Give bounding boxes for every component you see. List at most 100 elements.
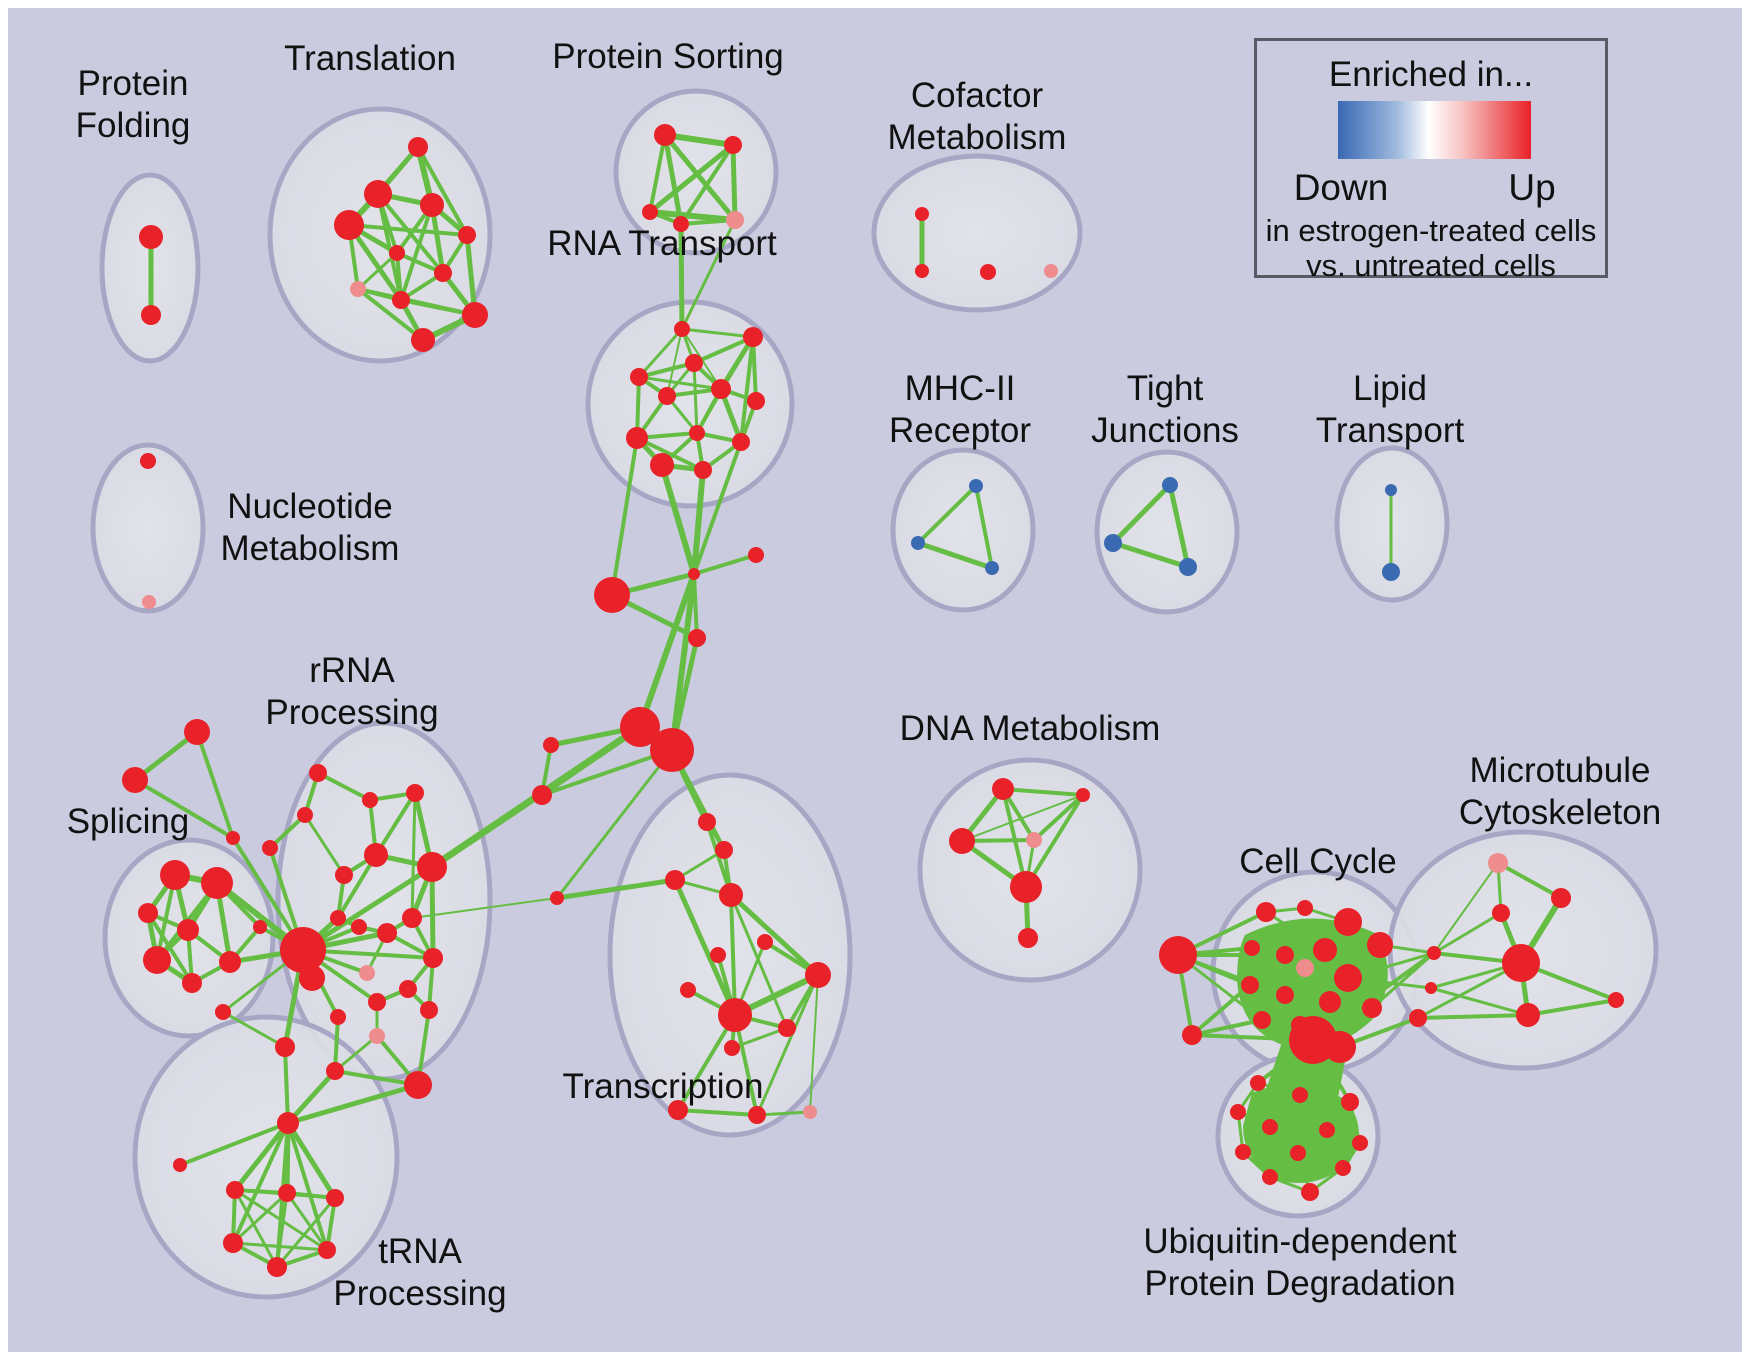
edge-x4-x9[interactable] [729,893,737,1017]
edge-th-tn3[interactable] [285,1120,338,1201]
edge-k3-m4[interactable] [1416,961,1523,1020]
edge-r4-rh[interactable] [300,864,435,953]
node-mh1[interactable] [969,479,983,493]
edge-t4-t9[interactable] [399,203,434,302]
edge-x4-x8[interactable] [728,892,821,978]
node-r18[interactable] [330,1009,346,1025]
edge-ps1-ps2[interactable] [662,132,736,148]
edge-r1-r2[interactable] [316,771,372,802]
edge-ps3-ps5[interactable] [647,209,738,223]
node-cn3[interactable] [594,577,630,613]
edge-th-tn4[interactable] [231,1121,290,1245]
node-cm2[interactable] [915,264,929,278]
node-s1[interactable] [160,860,190,890]
node-s7[interactable] [182,973,202,993]
edge-rt1-rt2[interactable] [680,327,755,339]
edge-ps2-ps5[interactable] [730,142,738,223]
node-k1[interactable] [1427,946,1441,960]
edge-x1-x4[interactable] [705,820,733,897]
edge-tn2-tn6[interactable] [275,1191,289,1269]
edge-th-r21[interactable] [285,1068,338,1126]
edge-k1-m1[interactable] [1433,862,1499,954]
node-c2[interactable] [1297,900,1313,916]
node-l1[interactable] [543,737,559,753]
edge-rt1-rt5[interactable] [666,328,683,397]
edge-tn3-tn6[interactable] [275,1196,337,1269]
edge-x9-x13[interactable] [733,1013,759,1117]
node-x8[interactable] [805,962,831,988]
node-m4[interactable] [1502,944,1540,982]
edge-ps4-ps5[interactable] [679,218,737,226]
node-x7[interactable] [680,982,696,998]
node-r17[interactable] [423,948,443,968]
node-rt2[interactable] [743,327,763,347]
node-cm3[interactable] [980,264,996,280]
edge-r3-r5[interactable] [374,791,417,857]
edge-x8-x14[interactable] [809,974,819,1113]
edge-x12-x13[interactable] [676,1108,759,1117]
edge-tn1-tn6[interactable] [233,1188,279,1269]
node-x4[interactable] [719,883,743,907]
node-nm1[interactable] [140,453,156,469]
edge-rt11-cn1[interactable] [659,462,697,577]
node-t6[interactable] [389,245,405,261]
edge-ps4-rt1[interactable] [678,221,685,332]
node-s3[interactable] [138,903,158,923]
edge-rt8-rt12[interactable] [635,436,705,472]
node-c4[interactable] [1367,932,1393,958]
edge-rt2-rt10[interactable] [739,335,755,444]
edge-tr1-tr2[interactable] [132,729,200,783]
node-pf1[interactable] [139,225,163,249]
node-k2[interactable] [1425,982,1437,994]
node-r19[interactable] [369,1028,385,1044]
node-tr3[interactable] [226,831,240,845]
node-c3[interactable] [1334,908,1362,936]
node-rt6[interactable] [711,379,731,399]
node-r6[interactable] [335,866,353,884]
node-u11[interactable] [1335,1160,1351,1176]
edge-ps5-rt1[interactable] [680,218,737,331]
edge-x9-x12[interactable] [676,1013,737,1112]
node-t8[interactable] [350,281,366,297]
node-t5[interactable] [458,226,476,244]
node-c5[interactable] [1313,938,1337,962]
node-x1[interactable] [698,813,716,831]
node-u7[interactable] [1235,1144,1251,1160]
node-u5[interactable] [1262,1119,1278,1135]
node-lt1[interactable] [1385,484,1397,496]
node-t2[interactable] [364,180,392,208]
node-rh2[interactable] [299,965,325,991]
edge-r21-r22[interactable] [333,1069,420,1087]
node-d6[interactable] [1018,928,1038,948]
edge-ps1-ps4[interactable] [662,132,684,227]
node-bg1[interactable] [620,707,660,747]
edge-tj2-tj3[interactable] [1110,540,1191,570]
edge-d1-d5[interactable] [1001,787,1028,889]
edge-mh1-mh2[interactable] [916,484,978,545]
node-m1[interactable] [1488,853,1508,873]
edge-k1-m3[interactable] [1432,911,1503,955]
node-mh2[interactable] [911,536,925,550]
edge-r4-r17[interactable] [429,864,436,961]
edge-bg2-ln1[interactable] [555,748,674,900]
node-rt11[interactable] [650,453,674,477]
edge-rt10-cn1[interactable] [692,440,743,576]
node-k3[interactable] [1409,1009,1427,1027]
edge-k2-m6[interactable] [1429,986,1530,1017]
node-th[interactable] [277,1112,299,1134]
node-u6[interactable] [1319,1122,1335,1138]
node-cm4[interactable] [1044,264,1058,278]
node-s4[interactable] [177,919,199,941]
node-m6[interactable] [1516,1003,1540,1027]
edge-ccL-c11[interactable] [1176,953,1287,997]
node-ln1[interactable] [550,891,564,905]
edge-d1-d2[interactable] [1001,787,1085,797]
node-x12[interactable] [668,1100,688,1120]
node-u10[interactable] [1262,1169,1278,1185]
node-x6[interactable] [710,947,726,963]
edge-r3-r12[interactable] [410,791,417,920]
node-mh3[interactable] [985,561,999,575]
node-u1[interactable] [1250,1075,1266,1091]
node-rt3[interactable] [685,354,703,372]
edge-tj1-tj2[interactable] [1110,482,1173,546]
